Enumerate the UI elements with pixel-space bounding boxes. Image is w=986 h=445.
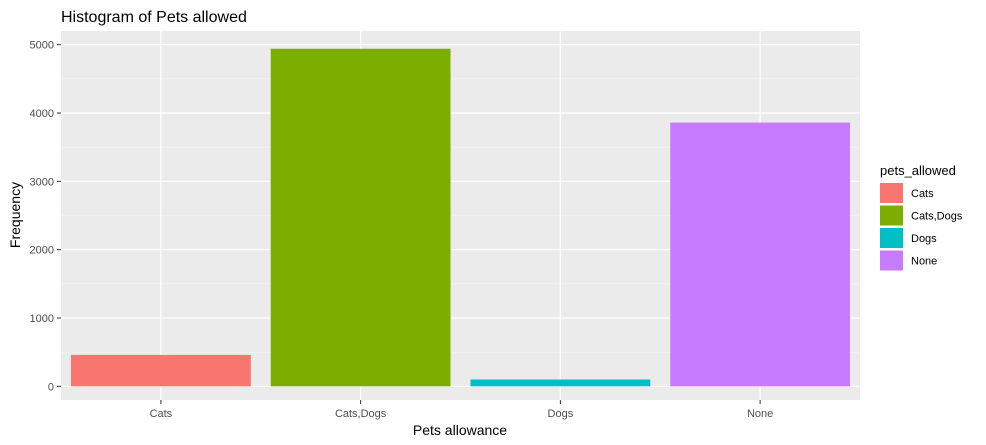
x-axis-title: Pets allowance (413, 422, 507, 438)
bar-dogs (470, 379, 651, 387)
legend-key (880, 228, 903, 248)
legend-label: None (911, 256, 937, 268)
legend-label: Cats (911, 188, 934, 200)
axis-ticks (57, 44, 761, 404)
legend-label: Dogs (911, 233, 937, 245)
y-tick-label: 3000 (30, 176, 54, 188)
x-tick-label: Dogs (548, 408, 574, 420)
y-tick-label: 5000 (30, 40, 54, 52)
bar-cats-dogs (270, 48, 451, 387)
bar-none (670, 122, 851, 387)
y-tick-label: 1000 (30, 313, 54, 325)
y-tick-label: 0 (48, 381, 54, 393)
x-tick-label: Cats (150, 408, 173, 420)
bar-cats (70, 354, 251, 387)
legend-label: Cats,Dogs (911, 211, 963, 223)
y-tick-labels: 0 1000 2000 3000 4000 5000 (30, 40, 54, 394)
bars (70, 48, 851, 387)
x-tick-labels: Cats Cats,Dogs Dogs None (150, 408, 774, 420)
y-tick-label: 2000 (30, 245, 54, 257)
legend: pets_allowed Cats Cats,Dogs Dogs None (880, 163, 963, 271)
legend-title: pets_allowed (880, 163, 956, 178)
legend-key (880, 250, 903, 271)
y-tick-label: 4000 (30, 108, 54, 120)
y-axis-title: Frequency (7, 182, 23, 248)
x-tick-label: None (747, 408, 773, 420)
legend-items: Cats Cats,Dogs Dogs None (880, 183, 963, 271)
legend-key (880, 183, 903, 203)
chart-title: Histogram of Pets allowed (61, 9, 247, 26)
x-tick-label: Cats,Dogs (335, 408, 387, 420)
legend-key (880, 205, 903, 226)
